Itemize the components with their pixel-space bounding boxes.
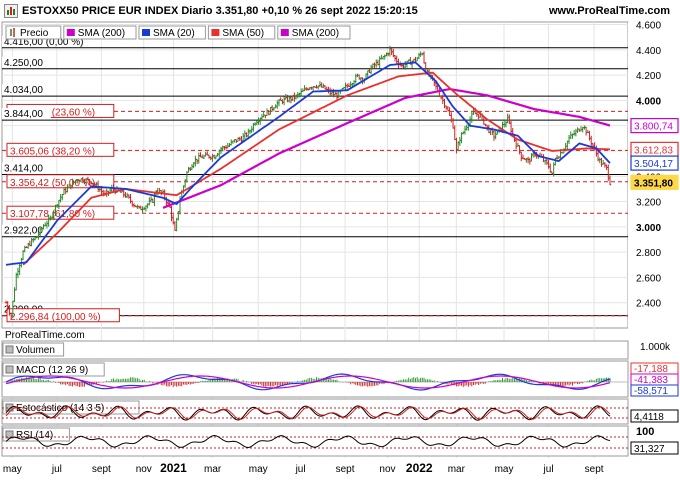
price-value-label: 3.612,83 [634, 145, 673, 156]
stoch-value-box [630, 409, 679, 423]
fibonacci-label-box [6, 205, 115, 220]
y-tick-label: 2.400 [636, 299, 661, 310]
x-tick-label: may [3, 464, 22, 475]
fibonacci-label: 3.912,71 (23,60 %) [10, 107, 95, 118]
price-value-label: 3.351,80 [634, 178, 673, 189]
legend-item [5, 25, 62, 40]
indicator-title: Volumen [16, 345, 55, 356]
y-tick-label: 3.200 [636, 198, 661, 209]
x-tick-label: jul [295, 464, 306, 475]
fibonacci-label-box [6, 308, 120, 323]
level-label-bg [2, 108, 51, 120]
legend-item [63, 25, 137, 40]
sma-20-line [5, 61, 611, 266]
fibonacci-label-box [6, 174, 115, 189]
level-label: 3.414,00 [4, 163, 43, 174]
fibonacci-label: 3.605,06 (38,20 %) [10, 146, 95, 157]
fibonacci-label: 3.107,78 (61,80 %) [10, 209, 95, 220]
watermark-label: ProRealTime.com [5, 330, 85, 341]
y-tick-label: 2.800 [636, 248, 661, 259]
indicator-title: Estocástico (14 3 5) [16, 403, 104, 414]
y-tick-label: 4.400 [636, 46, 661, 57]
stoch-value-label: 4,4118 [634, 412, 664, 423]
level-label-bg [2, 162, 51, 174]
chart-title: ESTOXX50 PRICE EUR INDEX Diario 3.351,80… [22, 5, 418, 17]
legend-swatch [66, 29, 75, 36]
y-tick-label: 3.000 [636, 223, 661, 234]
x-tick-label: sept [336, 464, 355, 475]
legend-item [138, 25, 206, 40]
y-tick-label: 4.600 [636, 21, 661, 32]
macd-value-box [630, 384, 679, 397]
y-tick-label: 4.200 [636, 71, 661, 82]
x-tick-label: may [249, 464, 268, 475]
chart-settings-icon[interactable] [4, 4, 18, 18]
price-value-label: 3.504,17 [634, 159, 673, 170]
legend-item [207, 25, 276, 40]
stoch-d-line [5, 406, 611, 420]
legend-label: SMA (200) [292, 28, 339, 39]
rsi-value-label: 31,327 [634, 444, 665, 455]
legend-label: SMA (20) [153, 28, 195, 39]
legend-label: SMA (50) [222, 28, 264, 39]
level-label-bg [2, 56, 51, 68]
x-tick-label: nov [136, 464, 152, 475]
x-tick-label: jul [543, 464, 554, 475]
level-label: 3.844,00 [4, 109, 43, 120]
level-label: 4.416,00 (0,00 %) [4, 37, 84, 48]
x-tick-label: mar [448, 464, 466, 475]
price-value-box [630, 117, 679, 134]
fibonacci-label-box [6, 142, 115, 157]
price-value-label: 3.800,74 [634, 122, 673, 133]
sma-50-line [22, 71, 611, 266]
fibonacci-label: 2.296,84 (100,00 %) [10, 312, 101, 323]
x-tick-label: mar [204, 464, 222, 475]
price-value-box [630, 155, 679, 171]
legend: Precio SMA (200) SMA (20) SMA (50) SMA (200) [5, 25, 351, 40]
y-tick-label: 4.000 [636, 96, 661, 107]
level-label: 4.034,00 [4, 85, 43, 96]
macd-signal-line [5, 375, 611, 389]
volume-axis-label: 1.000k [640, 342, 671, 353]
level-label: 2.922,00 [4, 226, 43, 237]
legend-label: Precio [20, 28, 49, 39]
indicator-title: MACD (12 26 9) [16, 365, 88, 376]
indicator-icon [5, 345, 14, 354]
rsi-axis-label: 100 [636, 426, 654, 438]
y-tick-label: 2.600 [636, 273, 661, 284]
legend-item [277, 25, 351, 40]
x-tick-label: 2022 [406, 461, 433, 475]
level-label-bg [2, 224, 51, 236]
x-tick-label: sept [92, 464, 111, 475]
price-value-box [630, 174, 679, 190]
indicator-title: RSI (14) [16, 430, 53, 441]
legend-swatch [280, 29, 289, 36]
level-label-bg [2, 84, 51, 96]
x-tick-label: nov [379, 464, 395, 475]
legend-swatch [211, 29, 220, 36]
rsi-line [5, 434, 611, 449]
indicator-icon [5, 365, 14, 374]
x-tick-label: 2021 [160, 461, 187, 475]
chart-header: ESTOXX50 PRICE EUR INDEX Diario 3.351,80… [0, 0, 680, 22]
macd-value-label: -17,188 [634, 364, 668, 375]
macd-value-label: -41,383 [634, 375, 668, 386]
x-tick-label: sept [585, 464, 604, 475]
macd-value-label: -58,571 [634, 386, 668, 397]
level-label-bg [2, 35, 102, 47]
sma-200-line [162, 87, 611, 209]
legend-label: SMA (200) [78, 28, 125, 39]
fibonacci-label: 3.356,42 (50,00 %) [10, 178, 95, 189]
legend-swatch [142, 29, 150, 36]
level-label: 4.250,00 [4, 58, 43, 69]
indicator-panel [1, 425, 629, 457]
indicator-panel [1, 340, 629, 360]
rsi-value-box [630, 441, 679, 455]
indicator-title-box [2, 427, 70, 442]
site-url[interactable]: www.ProRealTime.com [548, 5, 670, 17]
x-tick-label: may [495, 464, 514, 475]
indicator-title-box [2, 342, 65, 357]
x-tick-label: jul [51, 464, 62, 475]
